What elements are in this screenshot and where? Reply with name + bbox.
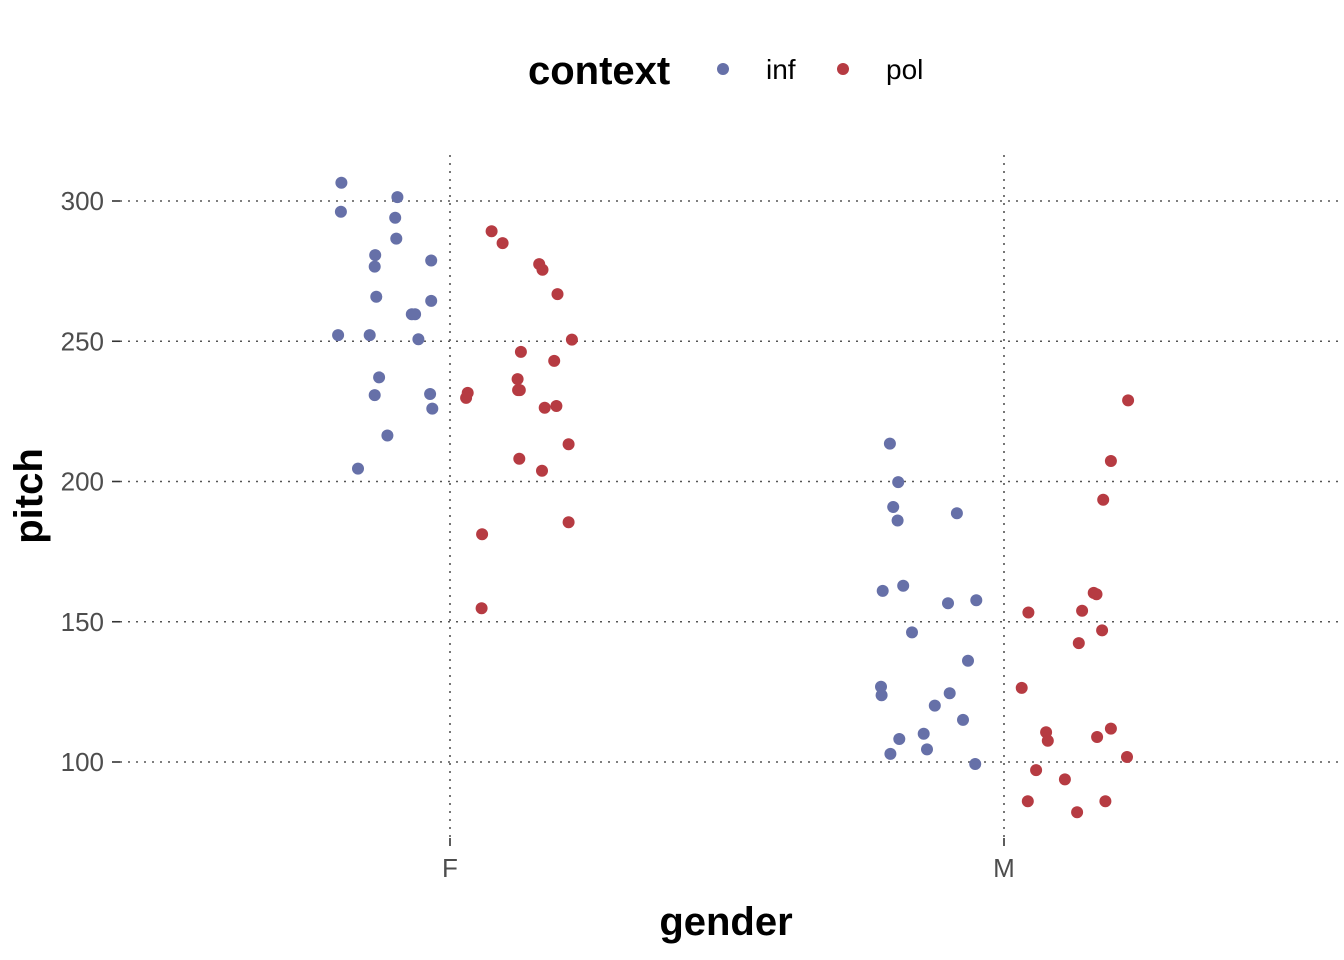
point-inf-7 [425, 254, 438, 267]
gridlines [120, 155, 1344, 838]
point-pol-12 [460, 391, 473, 404]
x-axis-title: gender [659, 900, 792, 944]
point-inf-35 [928, 699, 941, 712]
data-points [332, 176, 1135, 819]
point-inf-34 [943, 687, 956, 700]
point-pol-0 [485, 225, 498, 238]
legend-marker-inf [717, 63, 729, 75]
point-inf-11 [409, 308, 422, 321]
point-pol-28 [1096, 624, 1109, 637]
point-pol-19 [476, 528, 489, 541]
point-pol-13 [538, 401, 551, 414]
point-pol-23 [1097, 493, 1110, 506]
point-pol-27 [1022, 606, 1035, 619]
point-inf-24 [891, 514, 904, 527]
point-pol-35 [1121, 751, 1133, 763]
y-tick-label-200: 200 [61, 467, 104, 497]
point-inf-2 [391, 191, 404, 204]
point-pol-14 [550, 400, 563, 412]
point-inf-14 [412, 333, 425, 346]
point-pol-6 [514, 345, 527, 358]
point-inf-22 [892, 476, 905, 489]
y-tick-label-100: 100 [61, 747, 104, 777]
point-pol-31 [1104, 722, 1117, 735]
point-inf-9 [425, 294, 438, 307]
point-pol-29 [1072, 637, 1085, 650]
point-inf-27 [876, 584, 889, 597]
legend-label-pol: pol [886, 54, 923, 85]
point-pol-26 [1076, 604, 1089, 617]
point-inf-5 [369, 249, 382, 262]
point-pol-15 [562, 438, 575, 451]
point-inf-0 [335, 176, 348, 189]
point-inf-18 [426, 402, 439, 415]
y-axis-title: pitch [7, 448, 51, 544]
point-inf-16 [368, 389, 381, 402]
point-inf-15 [373, 371, 386, 384]
point-inf-17 [424, 388, 437, 400]
point-pol-8 [511, 373, 524, 386]
axes: 100 150 200 250 300 F M [61, 186, 1015, 883]
point-pol-3 [536, 263, 549, 276]
point-inf-20 [352, 462, 364, 475]
point-pol-10 [513, 384, 526, 397]
point-pol-25 [1090, 588, 1103, 601]
point-pol-37 [1058, 773, 1071, 786]
point-inf-29 [970, 594, 983, 607]
point-pol-22 [1104, 455, 1117, 467]
point-inf-25 [950, 507, 963, 520]
point-inf-40 [884, 747, 897, 760]
point-inf-21 [883, 437, 896, 450]
legend-label-inf: inf [766, 54, 796, 85]
point-inf-19 [381, 429, 394, 442]
point-inf-36 [957, 713, 969, 726]
point-pol-33 [1041, 734, 1054, 747]
point-pol-40 [1071, 806, 1084, 819]
point-inf-13 [363, 329, 376, 342]
point-pol-5 [565, 333, 578, 346]
point-inf-39 [921, 743, 933, 756]
point-pol-4 [551, 288, 564, 301]
point-inf-4 [390, 232, 403, 245]
point-inf-37 [917, 727, 930, 740]
y-tick-label-150: 150 [61, 607, 104, 637]
x-tick-label-M: M [993, 853, 1015, 883]
point-pol-18 [562, 516, 575, 529]
point-inf-28 [942, 597, 954, 610]
point-pol-38 [1021, 795, 1034, 808]
point-inf-8 [370, 290, 383, 303]
point-pol-21 [1122, 394, 1135, 407]
point-pol-34 [1091, 731, 1104, 743]
point-inf-38 [893, 733, 906, 745]
legend-marker-pol [837, 63, 849, 75]
point-inf-23 [887, 501, 900, 513]
point-inf-3 [389, 211, 402, 224]
point-inf-26 [897, 579, 910, 592]
legend: context inf pol [528, 49, 923, 93]
point-pol-7 [548, 354, 561, 367]
point-pol-17 [536, 464, 548, 477]
point-inf-31 [962, 654, 974, 667]
point-pol-30 [1015, 681, 1028, 694]
point-pol-39 [1099, 795, 1112, 808]
y-tick-label-300: 300 [61, 186, 104, 216]
point-pol-16 [513, 452, 526, 465]
point-pol-1 [496, 237, 509, 250]
x-tick-label-F: F [442, 853, 458, 883]
point-inf-33 [875, 689, 888, 702]
point-pol-36 [1030, 764, 1043, 777]
point-pol-20 [475, 602, 488, 615]
point-inf-1 [334, 205, 347, 218]
point-inf-41 [969, 758, 982, 770]
point-inf-12 [332, 329, 345, 342]
y-tick-label-250: 250 [61, 326, 104, 356]
point-inf-6 [368, 260, 381, 273]
legend-title: context [528, 49, 670, 93]
point-inf-30 [906, 626, 918, 639]
